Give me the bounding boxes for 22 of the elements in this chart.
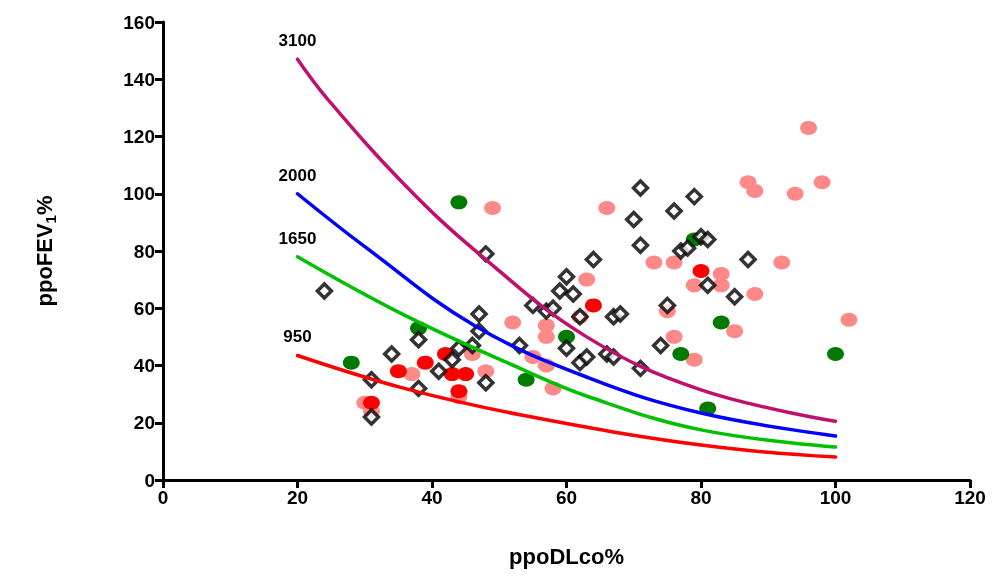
y-tick-label: 120 bbox=[123, 126, 155, 147]
y-tick-label: 100 bbox=[123, 183, 155, 205]
y-tick-label: 20 bbox=[133, 412, 155, 434]
y-tick-label: 60 bbox=[133, 297, 155, 319]
series-label: 950 bbox=[283, 327, 312, 347]
y-tick-label: 140 bbox=[123, 68, 155, 90]
x-tick-label: 40 bbox=[421, 487, 443, 508]
y-tick-label: 0 bbox=[144, 469, 155, 491]
x-tick-label: 0 bbox=[157, 487, 169, 508]
x-tick-label: 20 bbox=[286, 487, 309, 508]
y-tick-label: 80 bbox=[133, 240, 155, 262]
y-axis-title: ppoFEV1% bbox=[32, 195, 59, 307]
x-axis-title: ppoDLco% bbox=[509, 543, 624, 569]
series-label: 3100 bbox=[278, 31, 317, 51]
x-tick-label: 60 bbox=[555, 487, 578, 508]
series-label: 2000 bbox=[278, 165, 317, 185]
x-tick-label: 100 bbox=[819, 487, 852, 508]
x-tick-label: 120 bbox=[954, 487, 986, 508]
series-label: 1650 bbox=[278, 228, 317, 248]
y-tick-label: 160 bbox=[123, 11, 155, 33]
y-tick-label: 40 bbox=[133, 355, 155, 376]
x-tick-label: 80 bbox=[690, 487, 712, 508]
